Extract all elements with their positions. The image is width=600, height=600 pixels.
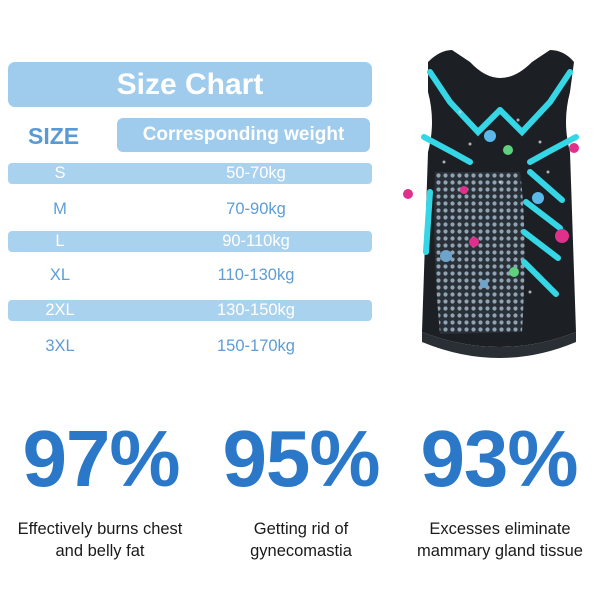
vest-bubbles: [440, 130, 544, 288]
size-label: 2XL: [45, 301, 75, 319]
size-column-header: SIZE: [28, 122, 80, 149]
stat-desc-line: Getting rid of: [253, 520, 349, 538]
weight-column-header: Corresponding weight: [117, 118, 370, 152]
size-label: XL: [49, 266, 71, 284]
size-row: 3XL 150-170kg: [8, 336, 372, 357]
size-label: 3XL: [45, 337, 75, 355]
weight-range: 50-70kg: [226, 164, 286, 182]
size-row: 2XL 130-150kg: [8, 300, 372, 321]
size-row: L 90-110kg: [8, 231, 372, 252]
stat-percent: 93%: [420, 414, 578, 503]
vest-droplets: [442, 110, 550, 294]
stat-desc-line: mammary gland tissue: [417, 542, 583, 560]
vest-mesh-panel: [434, 172, 525, 334]
stat-percent: 95%: [222, 414, 380, 503]
size-row: M 70-90kg: [8, 199, 372, 220]
vest-pink-dots: [403, 143, 579, 247]
stat-description: Getting rid of gynecomastia: [208, 518, 394, 566]
size-label: S: [54, 164, 66, 182]
weight-range: 110-130kg: [217, 266, 295, 284]
stat-desc-line: Effectively burns chest: [17, 520, 183, 538]
stat-description: Effectively burns chest and belly fat: [0, 518, 200, 566]
stat-desc-line: and belly fat: [55, 542, 145, 560]
size-chart-title: Size Chart: [8, 62, 372, 107]
weight-range: 150-170kg: [217, 337, 295, 355]
vest-support-bands: [421, 69, 579, 297]
size-label: L: [55, 232, 65, 250]
weight-range: 130-150kg: [217, 301, 295, 319]
size-row: S 50-70kg: [8, 163, 372, 184]
stat-description: Excesses eliminate mammary gland tissue: [400, 518, 600, 566]
stat-desc-line: Excesses eliminate: [429, 520, 571, 538]
size-row: XL 110-130kg: [8, 265, 372, 286]
stat-percent: 97%: [22, 414, 180, 503]
stat-desc-line: gynecomastia: [250, 542, 352, 560]
weight-range: 90-110kg: [222, 232, 290, 250]
compression-vest-image: [403, 50, 579, 358]
size-label: M: [53, 200, 67, 218]
weight-range: 70-90kg: [226, 200, 286, 218]
